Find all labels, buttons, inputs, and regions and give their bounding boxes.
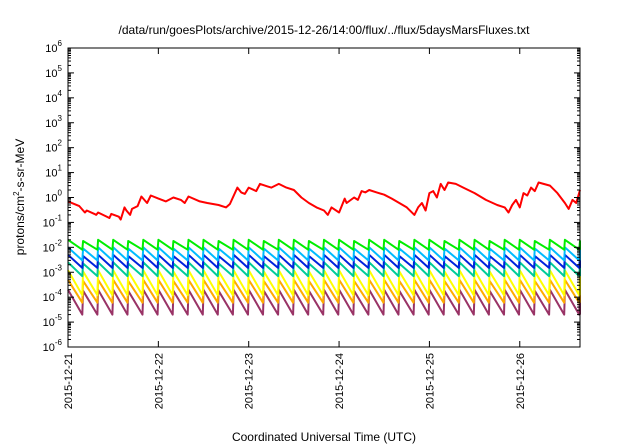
- x-tick-label: 2015-12-23: [244, 353, 256, 409]
- y-tick-base: 10: [43, 267, 55, 279]
- y-tick-label: 10-5: [43, 313, 63, 329]
- x-tick-label: 2015-12-26: [515, 353, 527, 409]
- x-tick-label: 2015-12-21: [63, 353, 75, 409]
- y-tick-label: 10-3: [43, 263, 63, 279]
- y-tick-label: 106: [45, 39, 62, 55]
- y-tick-base: 10: [43, 217, 55, 229]
- series-line: [67, 246, 581, 262]
- x-tick-label: 2015-12-22: [153, 353, 165, 409]
- y-tick-base: 10: [43, 342, 55, 354]
- y-tick-exponent: -3: [55, 263, 63, 272]
- y-tick-exponent: 1: [58, 164, 63, 173]
- y-tick-label: 102: [45, 139, 62, 155]
- y-tick-base: 10: [45, 143, 57, 155]
- y-tick-base: 10: [45, 93, 57, 105]
- y-tick-base: 10: [45, 193, 57, 205]
- y-tick-exponent: -6: [55, 338, 63, 347]
- y-tick-exponent: 0: [58, 189, 63, 198]
- y-tick-base: 10: [45, 68, 57, 80]
- series-line: [67, 269, 581, 297]
- x-axis: 2015-12-21 2015-12-22 2015-12-23 2015-12-24…: [63, 48, 527, 409]
- y-tick-base: 10: [43, 242, 55, 254]
- y-tick-exponent: 2: [58, 139, 63, 148]
- y-tick-label: 10-4: [43, 288, 63, 304]
- y-tick-exponent: 3: [58, 114, 63, 123]
- series-line: [67, 253, 581, 269]
- series-line: [67, 238, 581, 251]
- y-tick-base: 10: [45, 168, 57, 180]
- y-axis-label-sup: 2: [12, 191, 21, 196]
- y-tick-exponent: -4: [55, 288, 63, 297]
- y-tick-exponent: 4: [58, 89, 63, 98]
- y-tick-label: 10-6: [43, 338, 63, 354]
- y-tick-exponent: 5: [58, 64, 63, 73]
- y-tick-base: 10: [45, 43, 57, 55]
- y-tick-label: 100: [45, 189, 62, 205]
- y-axis-label-main: protons/cm: [13, 196, 27, 255]
- y-tick-exponent: 6: [58, 39, 63, 48]
- y-tick-base: 10: [43, 292, 55, 304]
- y-tick-base: 10: [45, 118, 57, 130]
- y-axis-label: protons/cm2-s-sr-MeV: [12, 139, 27, 255]
- y-axis-label-tail: -s-sr-MeV: [13, 139, 27, 192]
- series-line: [67, 261, 581, 278]
- y-tick-exponent: -2: [55, 238, 63, 247]
- y-tick-label: 105: [45, 64, 62, 80]
- y-axis: 10-610-510-410-310-210-11001011021031041…: [43, 39, 580, 354]
- series-line: [67, 181, 581, 221]
- x-tick-label: 2015-12-25: [424, 353, 436, 409]
- y-tick-label: 10-1: [43, 213, 63, 229]
- x-axis-label: Coordinated Universal Time (UTC): [232, 430, 416, 444]
- y-tick-exponent: -1: [55, 213, 63, 222]
- y-tick-label: 104: [45, 89, 62, 105]
- chart-title: /data/run/goesPlots/archive/2015-12-26/1…: [119, 23, 531, 37]
- x-tick-label: 2015-12-24: [334, 353, 346, 409]
- y-tick-exponent: -5: [55, 313, 63, 322]
- y-tick-label: 101: [45, 164, 62, 180]
- series-layer: [67, 181, 581, 316]
- y-tick-base: 10: [43, 317, 55, 329]
- y-tick-label: 103: [45, 114, 62, 130]
- y-tick-label: 10-2: [43, 238, 63, 254]
